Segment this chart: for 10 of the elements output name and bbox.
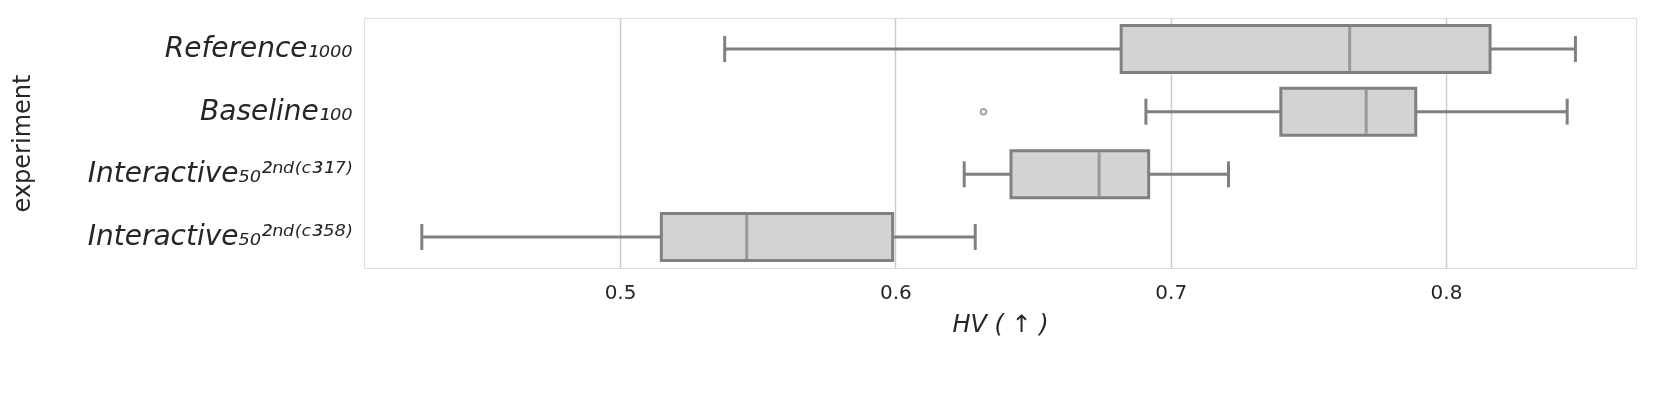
x-tick-label: 0.7 [1155,279,1188,304]
x-tick-label: 0.5 [604,279,637,304]
x-tick-label: 0.8 [1430,279,1463,304]
y-tick-label: Interactive₅₀²ⁿᵈ⁽ᶜ³¹⁷⁾ [87,156,353,190]
x-axis-title: HV ( ↑ ) [952,309,1049,338]
y-tick-label: Reference₁₀₀₀ [164,31,353,65]
x-tick-label: 0.6 [879,279,912,304]
y-tick-label: Interactive₅₀²ⁿᵈ⁽ᶜ³⁵⁸⁾ [87,218,353,252]
y-axis-title: experiment [7,74,36,213]
y-tick-label: Baseline₁₀₀ [200,93,353,127]
